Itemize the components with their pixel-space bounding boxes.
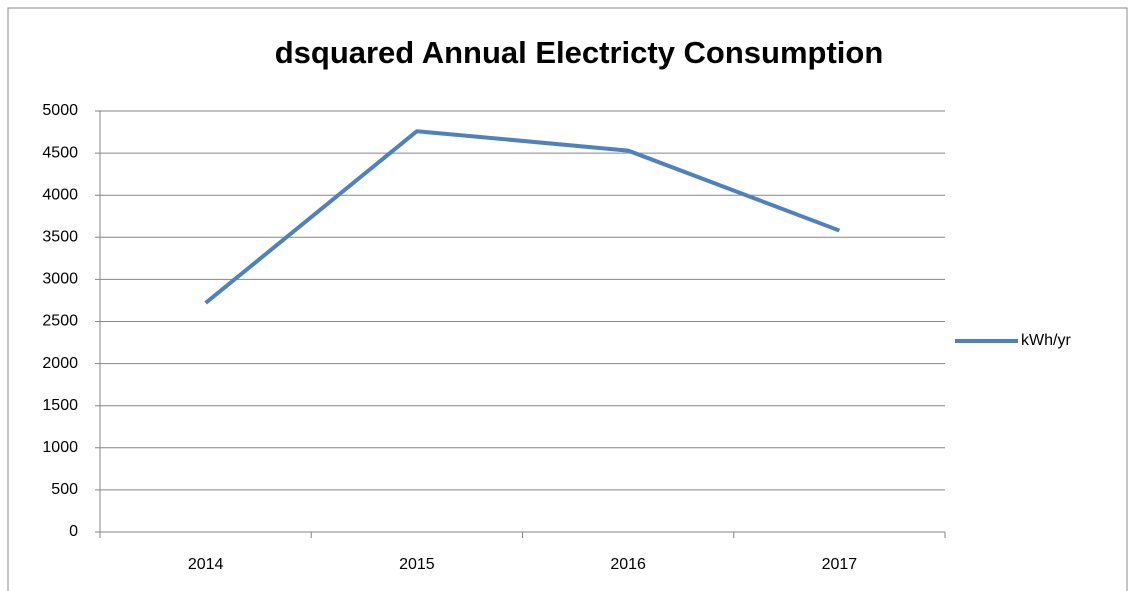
y-tick-label: 0 (69, 523, 78, 540)
y-tick-label: 5000 (42, 102, 78, 119)
y-tick-label: 2000 (42, 355, 78, 372)
x-tick-label: 2017 (822, 556, 858, 573)
y-tick-label: 500 (51, 481, 78, 498)
y-tick-label: 4500 (42, 144, 78, 161)
y-tick-label: 1500 (42, 397, 78, 414)
chart-frame (7, 7, 1128, 591)
chart-title: dsquared Annual Electricty Consumption (275, 35, 884, 70)
series-line (204, 129, 841, 305)
x-tick-label: 2016 (610, 556, 646, 573)
y-tick-label: 4000 (42, 186, 78, 203)
y-tick-label: 3000 (42, 271, 78, 288)
legend-label: kWh/yr (1021, 332, 1071, 349)
y-tick-label: 3500 (42, 229, 78, 246)
y-tick-label: 2500 (42, 313, 78, 330)
x-tick-label: 2015 (399, 556, 435, 573)
y-tick-label: 1000 (42, 439, 78, 456)
x-tick-label: 2014 (188, 556, 224, 573)
